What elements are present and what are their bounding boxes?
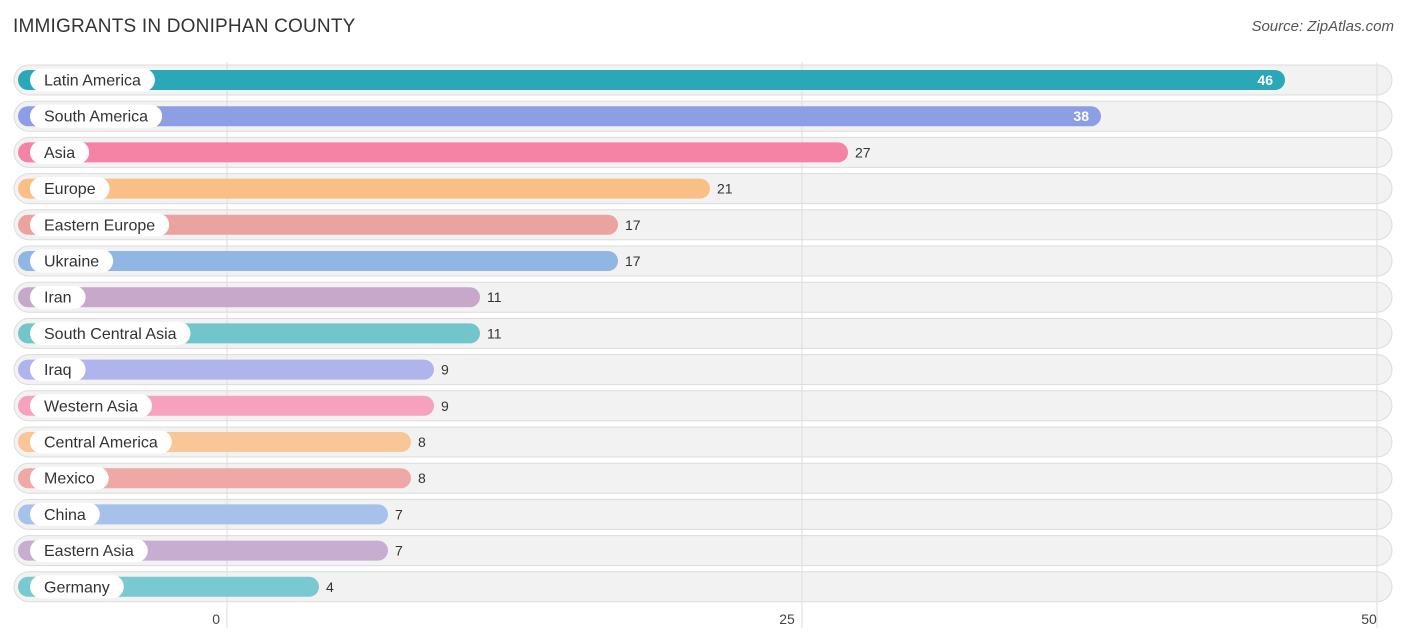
category-label-pill: [30, 430, 172, 454]
bar-group: Ukraine 17: [18, 249, 641, 273]
bar: [18, 251, 618, 271]
tick-label: 50: [1361, 611, 1377, 627]
category-label-pill: [30, 539, 148, 563]
category-label: Ukraine: [44, 254, 99, 271]
row-background: [13, 571, 1393, 603]
category-label: Latin America: [44, 73, 141, 90]
value-label: 8: [418, 434, 426, 450]
bar: [18, 359, 434, 380]
bar-group: Latin America 46: [18, 68, 1285, 92]
category-label-pill: [30, 285, 86, 309]
value-label: 46: [1257, 72, 1273, 88]
bar-group: Iraq 9: [18, 358, 449, 382]
tick-label: 25: [779, 611, 795, 627]
category-label-pill: [30, 321, 191, 345]
category-label: South America: [44, 109, 148, 126]
bars: Latin America 46 South America 38 Asia 27 Euro…: [18, 68, 1285, 599]
bar-group: Mexico 8: [18, 466, 426, 490]
value-label: 9: [441, 398, 449, 414]
category-label-pill: [30, 68, 155, 92]
category-label-pill: [30, 104, 163, 128]
category-label-pill: [30, 140, 90, 164]
bar-group: China 7: [18, 502, 403, 526]
category-label-pill: [30, 502, 100, 526]
bar-group: Germany 4: [18, 575, 334, 599]
value-label: 27: [855, 144, 871, 160]
chart-title: IMMIGRANTS IN DONIPHAN COUNTY: [13, 16, 356, 37]
category-label: Mexico: [44, 471, 95, 488]
value-label: 17: [625, 253, 641, 269]
value-label: 7: [395, 506, 403, 522]
bar-group: Western Asia 9: [18, 394, 449, 418]
category-label: Asia: [44, 145, 75, 162]
bar: [18, 106, 1101, 127]
category-label-pill: [30, 213, 170, 237]
value-label: 11: [487, 289, 502, 305]
bar-group: Eastern Asia 7: [18, 539, 403, 563]
category-label: China: [44, 507, 86, 524]
value-label: 11: [487, 325, 502, 341]
bar: [18, 504, 388, 525]
bar-group: Eastern Europe 17: [18, 213, 641, 237]
category-label-pill: [30, 358, 86, 382]
category-label: Central America: [44, 435, 158, 452]
bar: [18, 142, 848, 163]
value-label: 38: [1073, 108, 1089, 124]
value-label: 17: [625, 217, 641, 233]
bar-group: Asia 27: [18, 140, 871, 164]
bar-group: South Central Asia 11: [18, 321, 502, 345]
bar-group: South America 38: [18, 104, 1101, 128]
category-label: Europe: [44, 181, 96, 198]
category-label: Eastern Asia: [44, 543, 134, 560]
category-label-pill: [30, 466, 109, 490]
bar: [18, 468, 411, 489]
category-label: Iraq: [44, 362, 72, 379]
tick-label: 0: [212, 611, 220, 627]
value-label: 4: [326, 579, 334, 595]
bar: [18, 178, 710, 199]
value-label: 9: [441, 362, 449, 378]
category-label: Germany: [44, 579, 110, 596]
bar: [18, 70, 1285, 90]
category-label: Iran: [44, 290, 72, 307]
value-label: 7: [395, 543, 403, 559]
source-credit: Source: ZipAtlas.com: [1251, 18, 1394, 35]
category-label: South Central Asia: [44, 326, 177, 343]
category-label: Eastern Europe: [44, 217, 155, 234]
category-label-pill: [30, 177, 110, 201]
category-label-pill: [30, 575, 124, 599]
value-label: 21: [717, 181, 733, 197]
bar: [18, 287, 480, 308]
category-label: Western Asia: [44, 398, 138, 415]
bar-group: Europe 21: [18, 177, 733, 201]
axis-ticks: 0 25 50: [212, 611, 1377, 627]
bar-group: Central America 8: [18, 430, 426, 454]
value-label: 8: [418, 470, 426, 486]
category-label-pill: [30, 394, 152, 418]
bar-group: Iran 11: [18, 285, 502, 309]
category-label-pill: [30, 249, 114, 273]
